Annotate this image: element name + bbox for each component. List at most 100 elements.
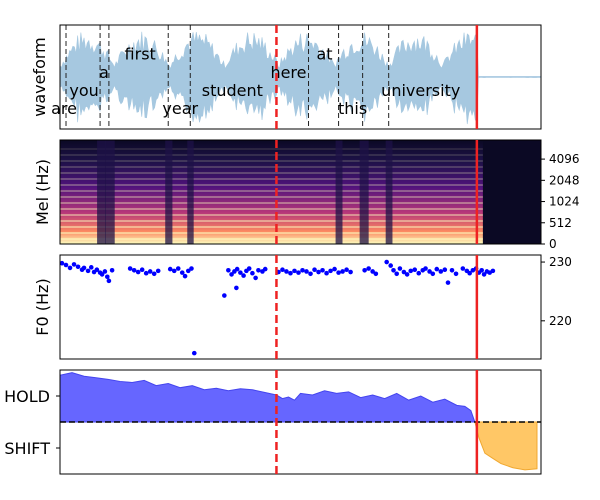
mel-pause-column	[187, 140, 194, 244]
f0-ylabel: F0 (Hz)	[33, 278, 52, 335]
f0-point	[316, 269, 321, 275]
f0-point	[336, 270, 341, 275]
turn-frame	[59, 369, 542, 475]
word-label: at	[317, 45, 333, 64]
f0-point	[328, 268, 333, 274]
f0-point	[182, 273, 188, 279]
mel-pause-column	[97, 140, 106, 244]
f0-point	[175, 266, 181, 271]
f0-point	[460, 266, 466, 271]
mel-harmonic-band	[60, 160, 483, 162]
f0-point	[234, 266, 240, 272]
f0-point	[296, 270, 301, 275]
mel-panel: 0 512 1024 2048 4096 Mel (Hz)	[33, 139, 580, 251]
waveform-ylabel: waveform	[30, 37, 49, 117]
f0-ytick-label: 230	[549, 255, 572, 269]
word-label: are	[51, 99, 77, 118]
f0-point	[397, 266, 403, 271]
f0-point	[312, 267, 317, 272]
f0-point	[155, 268, 161, 274]
f0-frame	[59, 254, 542, 360]
f0-point	[71, 262, 77, 267]
f0-point	[438, 269, 444, 274]
f0-point	[256, 267, 261, 273]
mel-pause-column	[335, 140, 343, 244]
f0-point	[238, 270, 243, 275]
turn-ytick-label: SHIFT	[4, 439, 50, 458]
f0-point	[408, 268, 414, 274]
mel-harmonic-band	[60, 184, 483, 186]
f0-point	[284, 269, 289, 274]
f0-point	[370, 269, 375, 274]
f0-point	[171, 268, 177, 274]
f0-point	[246, 266, 252, 271]
f0-point	[362, 267, 367, 273]
f0-point	[445, 280, 451, 285]
f0-point	[147, 269, 153, 274]
f0-point	[453, 271, 459, 277]
hold-area	[60, 372, 476, 423]
turn-ytick-label: HOLD	[4, 387, 50, 406]
f0-point	[191, 350, 197, 356]
f0-point	[324, 270, 329, 276]
marker-lines	[275, 25, 479, 474]
mel-harmonic-band	[60, 226, 483, 228]
f0-point	[189, 266, 194, 271]
f0-point	[253, 275, 258, 281]
f0-point	[430, 271, 436, 277]
f0-point	[332, 266, 337, 272]
f0-point	[85, 268, 91, 274]
f0-point	[416, 270, 422, 276]
f0-point	[467, 270, 472, 276]
mel-pause-column	[359, 140, 369, 244]
f0-point	[434, 266, 440, 272]
word-label: here	[270, 63, 306, 82]
f0-point	[490, 268, 496, 274]
f0-point	[300, 267, 305, 273]
mel-harmonic-band	[60, 232, 483, 234]
mel-harmonic-band	[60, 214, 483, 216]
f0-point	[67, 265, 73, 271]
mel-harmonic-band	[60, 208, 483, 210]
mel-energy	[60, 140, 483, 244]
word-label: you	[69, 81, 98, 100]
mel-harmonic-band	[60, 166, 483, 168]
word-label: student	[202, 81, 263, 100]
f0-panel: 220 230 F0 (Hz)	[33, 254, 572, 360]
mel-frame	[59, 139, 542, 245]
f0-point	[304, 269, 309, 274]
f0-point	[404, 272, 410, 277]
f0-point	[344, 267, 349, 272]
f0-point	[88, 265, 94, 270]
mel-harmonic-band	[60, 172, 483, 174]
f0-point	[288, 270, 293, 276]
f0-point	[179, 270, 185, 275]
f0-point	[479, 267, 484, 273]
f0-point	[373, 271, 379, 277]
shift-area	[474, 421, 538, 471]
mel-ylabel: Mel (Hz)	[33, 159, 52, 225]
f0-point	[320, 267, 325, 273]
f0-point	[226, 267, 231, 273]
mel-harmonic-band	[60, 148, 483, 150]
f0-point	[102, 269, 108, 274]
f0-point	[449, 267, 455, 273]
f0-point	[412, 267, 418, 272]
f0-point	[250, 270, 255, 276]
f0-point	[366, 266, 371, 271]
f0-point	[143, 270, 149, 276]
f0-point	[135, 269, 141, 275]
f0-point	[401, 269, 407, 275]
mel-ytick-label: 1024	[549, 195, 580, 209]
f0-point	[229, 272, 234, 277]
f0-point	[394, 271, 400, 277]
f0-point	[280, 267, 285, 272]
word-label: university	[381, 81, 460, 100]
f0-point	[481, 272, 487, 277]
f0-point	[106, 278, 112, 284]
mel-harmonic-band	[60, 190, 483, 192]
f0-point	[340, 269, 345, 274]
f0-point	[131, 267, 137, 273]
